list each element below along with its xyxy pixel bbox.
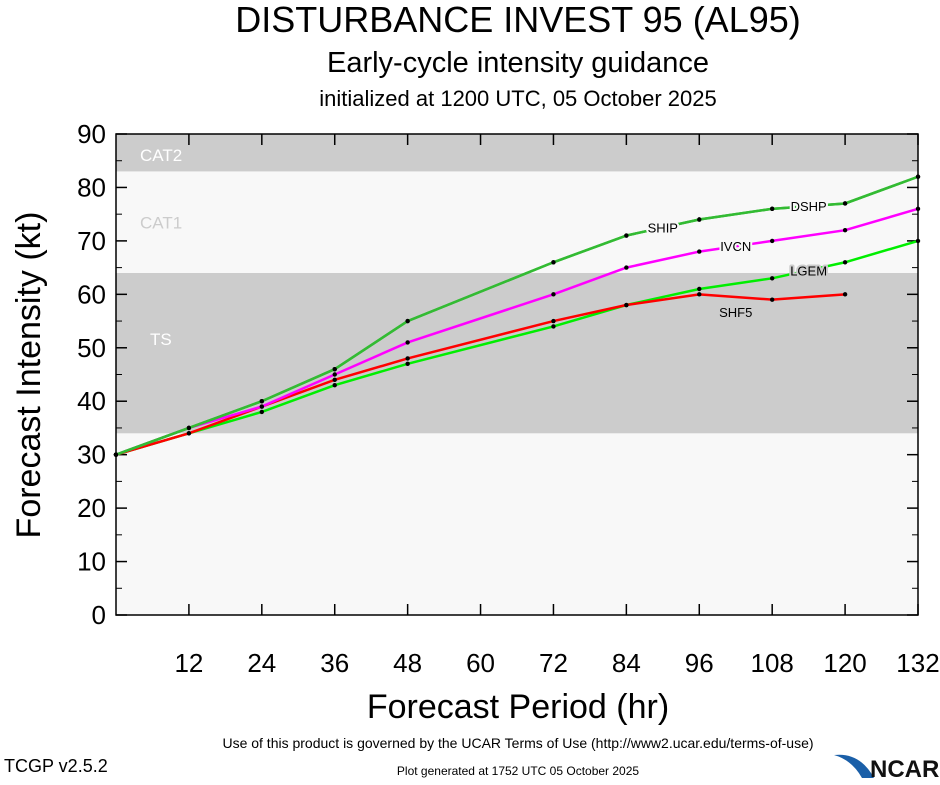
data-point-lgem bbox=[259, 409, 265, 415]
data-point-dshp bbox=[551, 260, 556, 265]
version-label: TCGP v2.5.2 bbox=[4, 756, 108, 776]
data-point-dshp bbox=[113, 452, 119, 457]
y-tick-label: 10 bbox=[77, 547, 106, 577]
data-point-shf5 bbox=[624, 302, 629, 308]
series-label-lgem: LGEM bbox=[790, 263, 827, 278]
band-label-ts: TS bbox=[150, 330, 172, 349]
data-point-ivcn bbox=[551, 292, 556, 297]
band-label-cat1: CAT1 bbox=[140, 213, 182, 232]
data-point-dshp bbox=[624, 233, 629, 238]
x-tick-label: 72 bbox=[539, 648, 568, 678]
data-point-dshp bbox=[842, 201, 848, 206]
data-point-ivcn bbox=[769, 238, 775, 244]
x-tick-label: 48 bbox=[393, 648, 422, 678]
y-tick-label: 30 bbox=[77, 440, 106, 470]
data-point-shf5 bbox=[697, 292, 702, 297]
y-axis-label: Forecast Intensity (kt) bbox=[10, 212, 48, 539]
data-point-lgem bbox=[332, 382, 337, 388]
data-point-lgem bbox=[697, 286, 702, 292]
series-label-ivcn: IVCN bbox=[720, 239, 751, 254]
y-tick-label: 20 bbox=[77, 493, 106, 523]
y-tick-label: 0 bbox=[92, 600, 106, 630]
series-label-ship: SHIP bbox=[648, 221, 678, 236]
band-cat2 bbox=[116, 134, 918, 172]
plot-area: TS CAT1 CAT2 0 10 20 30 40 50 60 70 80 90 12 24 36 48 60 7… bbox=[77, 119, 940, 678]
data-point-shf5 bbox=[842, 292, 848, 297]
x-tick-label: 120 bbox=[823, 648, 866, 678]
x-tick-label: 84 bbox=[612, 648, 641, 678]
series-label-dshp: DSHP bbox=[791, 199, 827, 214]
data-point-lgem bbox=[551, 324, 556, 329]
data-point-ivcn bbox=[624, 265, 629, 270]
y-tick-label: 80 bbox=[77, 172, 106, 202]
series-label-shf5: SHF5 bbox=[719, 305, 752, 320]
data-point-dshp bbox=[405, 318, 410, 324]
chart-subtitle: Early-cycle intensity guidance bbox=[327, 47, 709, 79]
x-axis-label: Forecast Period (hr) bbox=[367, 688, 669, 726]
data-point-ivcn bbox=[332, 372, 337, 377]
y-tick-label: 70 bbox=[77, 226, 106, 256]
terms-of-use: Use of this product is governed by the U… bbox=[222, 735, 813, 751]
data-point-dshp bbox=[259, 399, 265, 404]
x-tick-label: 36 bbox=[320, 648, 349, 678]
series-line-shf5 bbox=[115, 293, 846, 456]
data-point-shf5 bbox=[186, 431, 192, 436]
data-point-ivcn bbox=[842, 228, 848, 233]
data-point-lgem bbox=[769, 276, 775, 281]
x-tick-label: 132 bbox=[896, 648, 939, 678]
data-point-ivcn bbox=[915, 206, 921, 212]
y-tick-label: 90 bbox=[77, 119, 106, 149]
y-tick-label: 40 bbox=[77, 386, 106, 416]
ncar-logo: NCAR bbox=[834, 754, 939, 783]
data-point-lgem bbox=[405, 361, 410, 367]
x-tick-label: 24 bbox=[247, 648, 276, 678]
chart-title: DISTURBANCE INVEST 95 (AL95) bbox=[235, 0, 801, 40]
x-tick-label: 108 bbox=[750, 648, 793, 678]
data-point-lgem bbox=[915, 238, 921, 244]
chart-init-time: initialized at 1200 UTC, 05 October 2025 bbox=[319, 86, 716, 111]
plot-generated-time: Plot generated at 1752 UTC 05 October 20… bbox=[397, 764, 639, 778]
y-tick-label: 60 bbox=[77, 279, 106, 309]
data-point-lgem bbox=[842, 260, 848, 265]
data-point-shf5 bbox=[332, 377, 337, 383]
band-label-cat2: CAT2 bbox=[140, 146, 182, 165]
x-tick-label: 60 bbox=[466, 648, 495, 678]
data-point-shf5 bbox=[405, 356, 410, 361]
data-point-shf5 bbox=[551, 318, 556, 324]
data-point-dshp bbox=[186, 425, 192, 431]
x-tick-label: 96 bbox=[685, 648, 714, 678]
data-point-dshp bbox=[915, 174, 921, 179]
band-cat1 bbox=[116, 171, 918, 273]
data-point-ivcn bbox=[259, 404, 265, 409]
data-point-dshp bbox=[332, 366, 337, 372]
data-point-ivcn bbox=[405, 340, 410, 345]
x-tick-label: 12 bbox=[174, 648, 203, 678]
data-point-dshp bbox=[697, 217, 702, 222]
data-point-ivcn bbox=[697, 249, 702, 254]
data-point-dshp bbox=[769, 206, 775, 212]
data-point-shf5 bbox=[769, 297, 775, 302]
y-tick-label: 50 bbox=[77, 333, 106, 363]
ncar-logo-text: NCAR bbox=[870, 756, 939, 780]
